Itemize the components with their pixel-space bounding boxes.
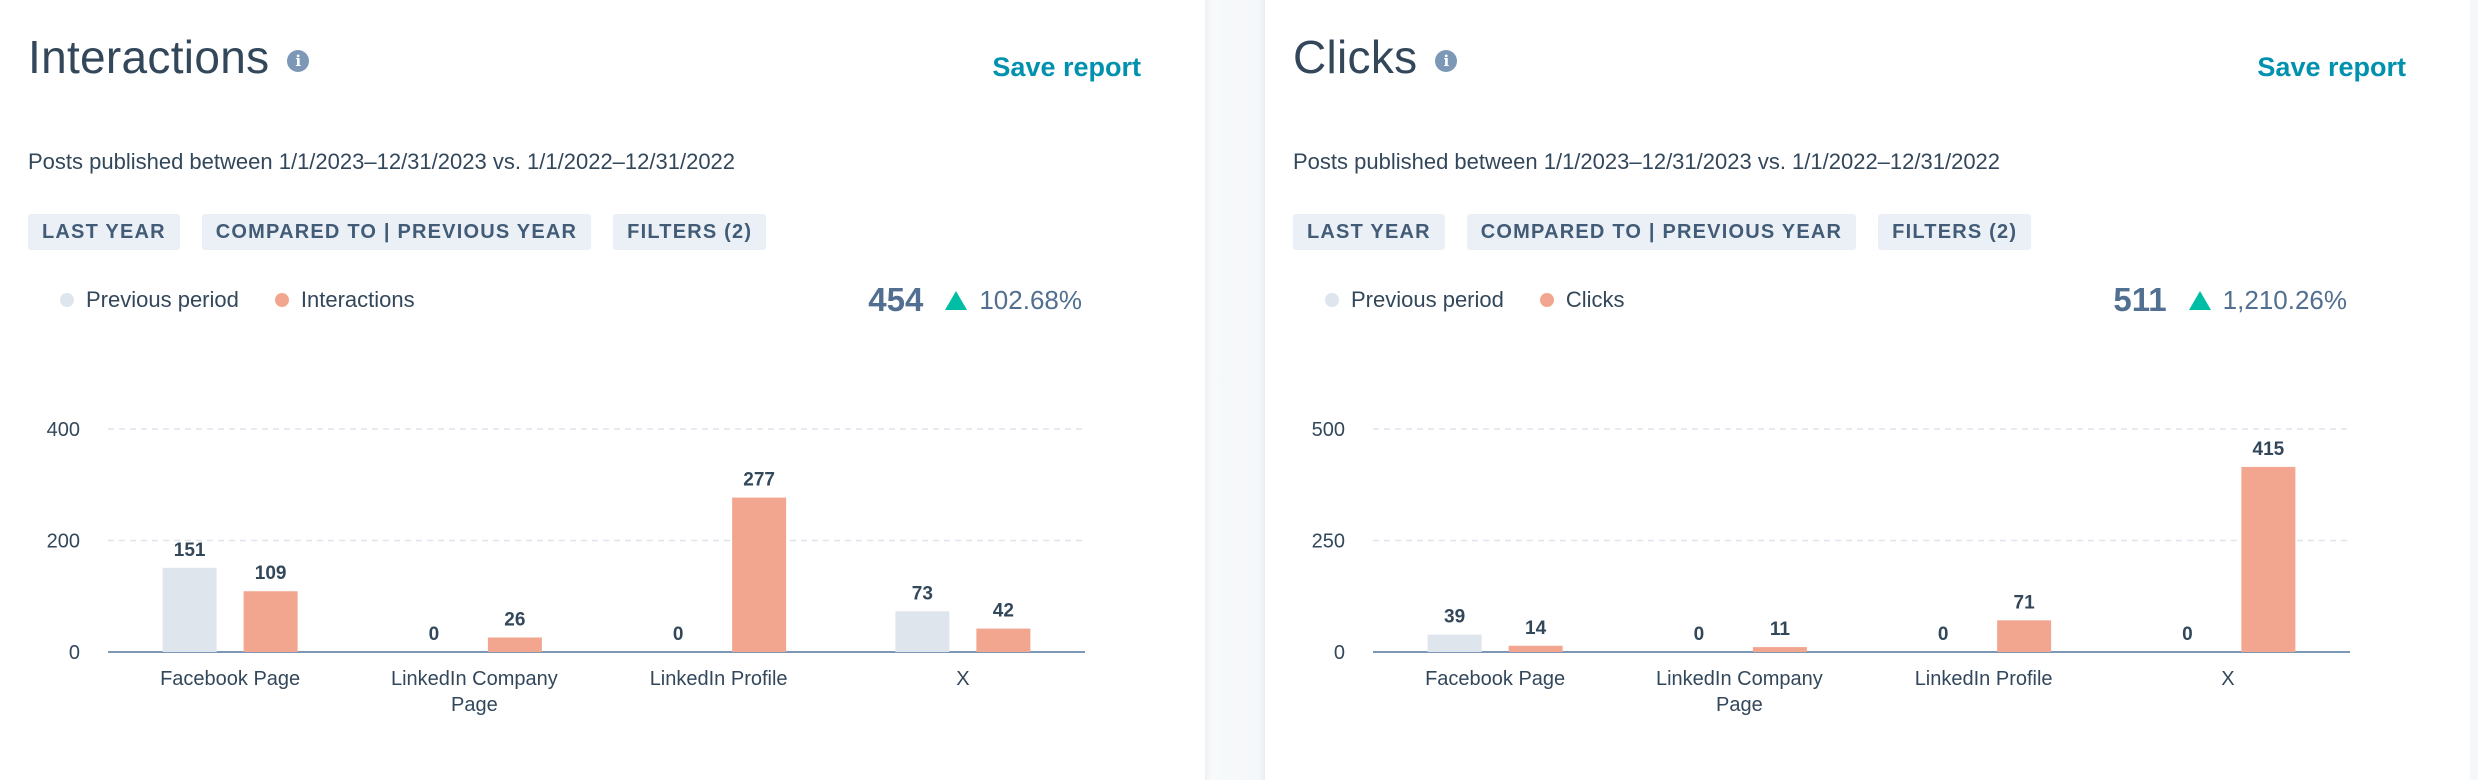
interactions-report-card: Interactions i Save report Posts publish… bbox=[0, 0, 1205, 780]
legend-swatch bbox=[60, 293, 74, 307]
x-tick-label: Facebook Page bbox=[160, 668, 300, 690]
data-label: 39 bbox=[1444, 607, 1465, 628]
y-tick-label: 250 bbox=[1312, 531, 1345, 553]
y-tick-label: 400 bbox=[47, 419, 80, 441]
bar bbox=[487, 637, 542, 652]
data-label: 0 bbox=[1938, 624, 1949, 645]
bar bbox=[162, 567, 217, 652]
chip-date-range[interactable]: LAST YEAR bbox=[28, 214, 180, 250]
legend-item-current[interactable]: Interactions bbox=[274, 287, 415, 313]
clicks-report-card: Clicks i Save report Posts published bet… bbox=[1265, 0, 2470, 780]
report-title: Clicks i bbox=[1293, 30, 1458, 84]
info-icon[interactable]: i bbox=[1435, 50, 1458, 72]
info-icon[interactable]: i bbox=[287, 50, 310, 72]
data-label: 415 bbox=[2253, 439, 2285, 460]
legend-item-previous[interactable]: Previous period bbox=[1325, 287, 1504, 313]
chip-filters[interactable]: FILTERS (2) bbox=[613, 214, 767, 250]
legend-item-previous[interactable]: Previous period bbox=[60, 287, 239, 313]
y-tick-label: 0 bbox=[1334, 642, 1345, 664]
kpi-summary: 454 102.68% bbox=[868, 281, 1082, 319]
legend-label: Clicks bbox=[1565, 287, 1625, 312]
x-tick-label: Page bbox=[1716, 694, 1763, 716]
x-tick-label: LinkedIn Company bbox=[1656, 668, 1823, 690]
bar bbox=[895, 611, 950, 652]
x-tick-label: LinkedIn Profile bbox=[1915, 668, 2053, 690]
data-label: 151 bbox=[174, 540, 206, 561]
x-tick-label: Facebook Page bbox=[1425, 668, 1565, 690]
data-label: 26 bbox=[504, 610, 525, 631]
kpi-summary: 511 1,210.26% bbox=[2113, 281, 2347, 319]
filter-chips: LAST YEAR COMPARED TO | PREVIOUS YEAR FI… bbox=[1293, 214, 2032, 250]
y-tick-label: 200 bbox=[47, 531, 80, 553]
kpi-change-value: 102.68% bbox=[979, 284, 1082, 315]
kpi-change: 1,210.26% bbox=[2188, 284, 2347, 316]
date-range-description: Posts published between 1/1/2023–12/31/2… bbox=[1293, 149, 2001, 174]
chart-legend: Previous period Interactions bbox=[60, 287, 415, 313]
data-label: 73 bbox=[912, 583, 933, 604]
bar bbox=[1752, 647, 1807, 652]
date-range-description: Posts published between 1/1/2023–12/31/2… bbox=[28, 149, 736, 174]
data-label: 0 bbox=[2182, 624, 2193, 645]
report-title: Interactions i bbox=[28, 30, 310, 84]
panel-divider bbox=[1205, 0, 1265, 780]
data-label: 109 bbox=[255, 563, 287, 584]
save-report-button[interactable]: Save report bbox=[992, 52, 1141, 82]
save-report-button[interactable]: Save report bbox=[2257, 52, 2406, 82]
bar bbox=[1997, 620, 2052, 652]
chart-legend: Previous period Clicks bbox=[1325, 287, 1625, 313]
legend-label: Interactions bbox=[300, 287, 415, 312]
data-label: 71 bbox=[2014, 592, 2036, 613]
kpi-change-value: 1,210.26% bbox=[2222, 284, 2347, 315]
data-label: 11 bbox=[1770, 619, 1791, 640]
chip-comparison[interactable]: COMPARED TO | PREVIOUS YEAR bbox=[201, 214, 592, 250]
x-tick-label: LinkedIn Company bbox=[391, 668, 558, 690]
up-triangle-icon bbox=[945, 290, 968, 310]
x-tick-label: X bbox=[2221, 668, 2234, 690]
legend-swatch bbox=[274, 293, 289, 307]
chip-filters[interactable]: FILTERS (2) bbox=[1878, 214, 2032, 250]
data-label: 14 bbox=[1525, 618, 1547, 639]
bar bbox=[2241, 466, 2296, 652]
data-label: 42 bbox=[993, 601, 1014, 622]
legend-label: Previous period bbox=[86, 287, 239, 312]
x-tick-label: LinkedIn Profile bbox=[650, 668, 788, 690]
data-label: 0 bbox=[1694, 624, 1705, 645]
filter-chips: LAST YEAR COMPARED TO | PREVIOUS YEAR FI… bbox=[28, 214, 767, 250]
bar bbox=[1427, 634, 1482, 652]
bar bbox=[976, 628, 1031, 652]
report-title-text: Interactions bbox=[28, 31, 270, 83]
kpi-total: 511 bbox=[2113, 281, 2167, 318]
y-tick-label: 500 bbox=[1312, 419, 1345, 441]
legend-swatch bbox=[1325, 293, 1339, 307]
legend-label: Previous period bbox=[1351, 287, 1504, 312]
up-triangle-icon bbox=[2188, 290, 2211, 310]
kpi-change: 102.68% bbox=[945, 285, 1082, 316]
x-tick-label: Page bbox=[451, 694, 498, 716]
bar bbox=[732, 497, 787, 652]
bar-chart: 0 200 400 151 109 Facebook Page 0 26 LinkedIn Co… bbox=[47, 419, 1085, 716]
bar-chart: 0 250 500 39 14 Facebook Page 0 11 LinkedIn Comp… bbox=[1312, 419, 2350, 716]
kpi-total: 454 bbox=[868, 281, 924, 318]
data-label: 0 bbox=[429, 624, 440, 645]
data-label: 277 bbox=[743, 470, 775, 491]
y-tick-label: 0 bbox=[69, 642, 80, 664]
chip-date-range[interactable]: LAST YEAR bbox=[1293, 214, 1445, 250]
data-label: 0 bbox=[673, 624, 684, 645]
report-title-text: Clicks bbox=[1293, 31, 1418, 83]
x-tick-label: X bbox=[956, 668, 969, 690]
chip-comparison[interactable]: COMPARED TO | PREVIOUS YEAR bbox=[1466, 214, 1857, 250]
bar bbox=[243, 591, 298, 652]
bar bbox=[1508, 645, 1563, 652]
legend-item-current[interactable]: Clicks bbox=[1539, 287, 1625, 313]
legend-swatch bbox=[1539, 293, 1554, 307]
